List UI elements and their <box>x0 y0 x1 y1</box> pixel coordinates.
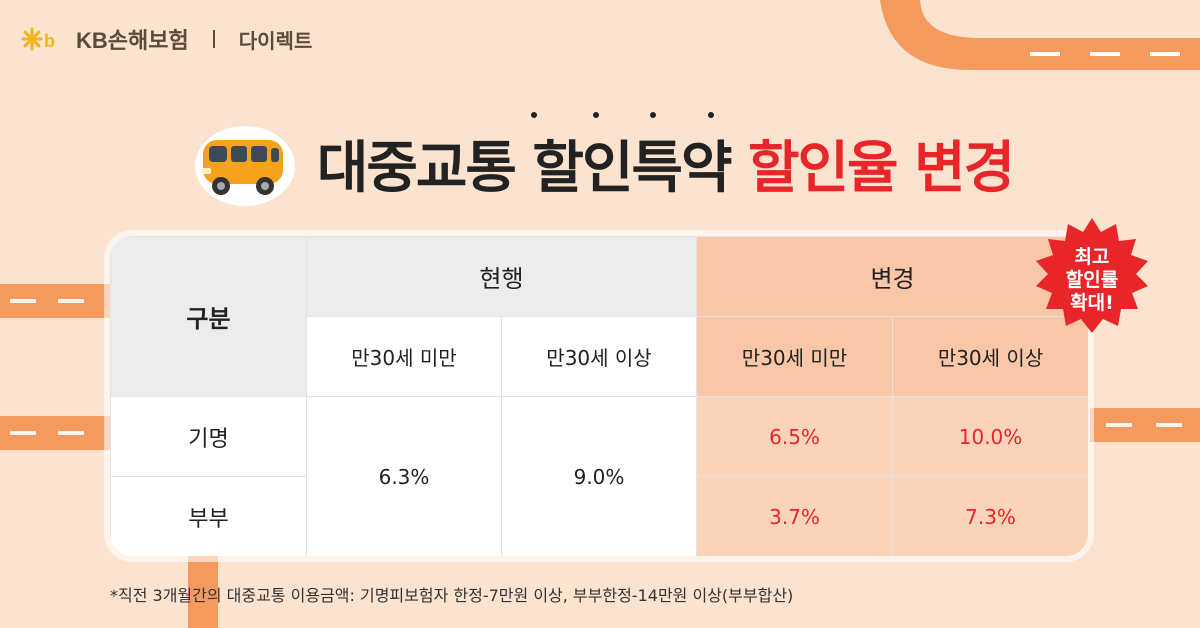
page-title: 대중교통 할인특약 할인율 변경 <box>316 123 1015 204</box>
svg-text:b: b <box>44 31 55 51</box>
starburst-icon <box>1036 218 1148 333</box>
subheader-changed-over30: 만30세 이상 <box>892 316 1088 397</box>
discount-rate-table-card: 구분 현행 변경 만30세 미만 만30세 이상 만30세 미만 만30세 이상… <box>110 236 1088 556</box>
brand-header: b KB손해보험 다이렉트 <box>20 24 312 54</box>
badge-line-2: 할인률 <box>1065 269 1119 291</box>
changed-under30-named-value: 6.5% <box>696 396 894 477</box>
headline: 대중교통 할인특약 할인율 변경 <box>0 118 1200 208</box>
discount-rate-table: 구분 현행 변경 만30세 미만 만30세 이상 만30세 미만 만30세 이상… <box>110 236 1088 556</box>
table-corner-header: 구분 <box>110 236 307 397</box>
kb-star-logo-icon: b <box>20 25 66 53</box>
emphasis-dots <box>0 112 1200 122</box>
brand-channel: 다이렉트 <box>238 28 313 53</box>
changed-over30-named-value: 10.0% <box>892 396 1088 477</box>
max-discount-badge: 최고 할인률 확대! <box>1030 216 1154 340</box>
footnote: *직전 3개월간의 대중교통 이용금액: 기명피보험자 한정-7만원 이상, 부… <box>110 586 794 605</box>
road-left-vertical <box>188 556 218 628</box>
row-label-named: 기명 <box>110 396 307 477</box>
row-label-couple: 부부 <box>110 476 307 556</box>
current-under30-value: 6.3% <box>306 396 502 556</box>
group-header-current: 현행 <box>305 236 698 317</box>
current-over30-value: 9.0% <box>500 396 698 556</box>
title-main: 대중교통 할인특약 <box>316 135 749 201</box>
group-header-changed: 변경 <box>696 236 1088 317</box>
road-left-top <box>0 284 110 318</box>
subheader-current-under30: 만30세 미만 <box>306 316 502 397</box>
badge-line-3: 확대! <box>1070 292 1114 314</box>
changed-under30-couple-value: 3.7% <box>696 476 894 556</box>
badge-line-1: 최고 <box>1074 246 1110 268</box>
brand-divider <box>212 30 215 48</box>
road-left-bottom <box>0 416 110 450</box>
brand-name: KB손해보험 <box>76 28 189 53</box>
subheader-current-over30: 만30세 이상 <box>500 316 698 397</box>
changed-over30-couple-value: 7.3% <box>892 476 1088 556</box>
title-highlight: 할인율 변경 <box>748 135 1015 201</box>
bus-icon <box>187 118 299 208</box>
subheader-changed-under30: 만30세 미만 <box>696 316 894 397</box>
road-right <box>1090 408 1200 442</box>
road-top-right-curve <box>880 0 1200 70</box>
